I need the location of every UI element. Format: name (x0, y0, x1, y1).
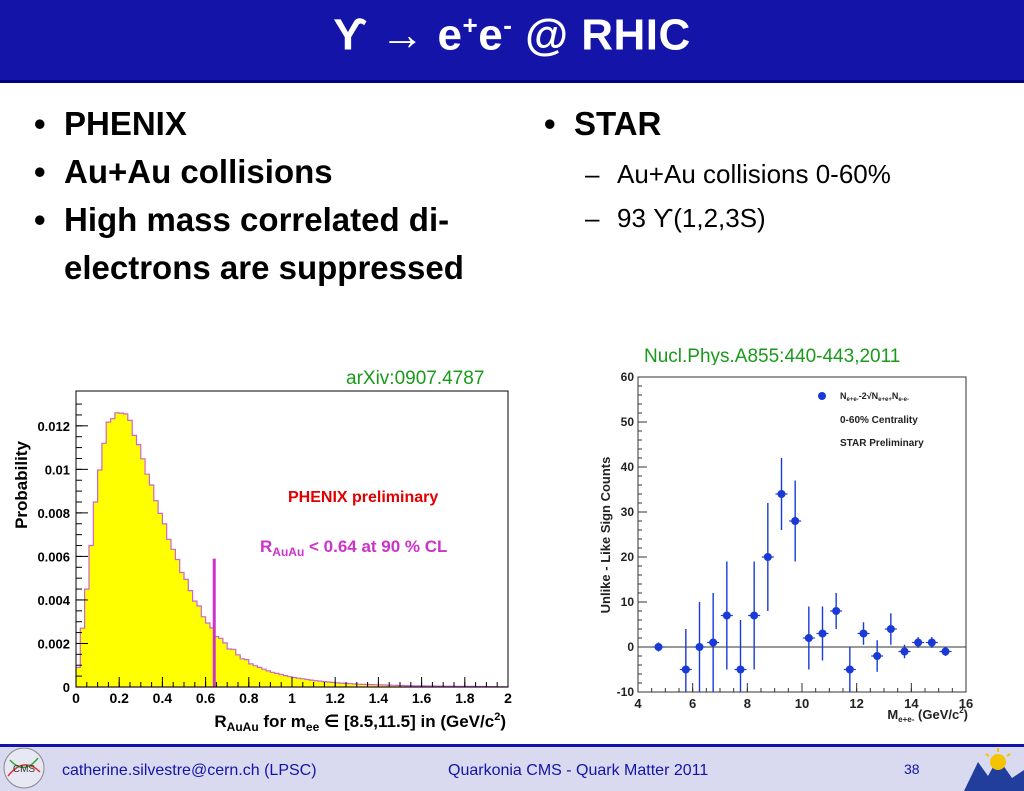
legend-centrality: 0-60% Centrality (840, 415, 918, 426)
slide-title: ϒ → e+e- @ RHIC (333, 10, 691, 60)
star-data-point (748, 561, 761, 670)
cms-logo-icon: CMS (3, 747, 45, 789)
phenix-x-tick-label: 1.2 (325, 690, 345, 706)
svg-text:CMS: CMS (13, 764, 36, 775)
phenix-y-tick-label: 0.004 (37, 593, 70, 608)
phenix-x-tick-label: 0.4 (153, 690, 173, 706)
star-y-tick-label: 0 (627, 640, 634, 654)
phenix-y-label: Probability (12, 441, 31, 529)
footer (0, 744, 1024, 791)
star-x-tick-label: 14 (904, 696, 919, 711)
phenix-histogram (75, 412, 509, 688)
right-bullet-list: STAR (538, 100, 998, 148)
phenix-limit-label: RAuAu < 0.64 at 90 % CL (260, 537, 447, 559)
star-data-point (734, 620, 747, 692)
qm-logo-icon (964, 748, 1024, 791)
star-sub-list: Au+Au collisions 0-60% 93 ϒ(1,2,3S) (585, 152, 891, 240)
star-x-label: Me+e- (GeV/c2) (887, 706, 968, 724)
star-data-point (761, 503, 774, 611)
star-data-point (816, 606, 829, 661)
phenix-x-tick-label: 0.6 (196, 690, 216, 706)
bullet-star: STAR (538, 100, 998, 148)
star-y-tick-label: 30 (621, 505, 635, 519)
phenix-y-tick-label: 0.006 (37, 549, 70, 564)
star-reference[interactable]: Nucl.Phys.A855:440-443,2011 (644, 346, 901, 367)
star-data-point (802, 606, 815, 670)
legend-formula: Ne+e--2√Ne+e+Ne-e- (840, 391, 909, 403)
phenix-preliminary-label: PHENIX preliminary (288, 489, 438, 506)
star-data-point (884, 613, 897, 645)
star-y-tick-label: -10 (617, 685, 635, 699)
star-data-point (898, 644, 911, 659)
phenix-x-label: RAuAu for mee ∈ [8.5,11.5] in (GeV/c2) (214, 711, 506, 734)
star-data-point (830, 593, 843, 629)
phenix-y-tick-label: 0.008 (37, 506, 70, 521)
footer-talk: Quarkonia CMS - Quark Matter 2011 (448, 762, 709, 779)
star-y-tick-label: 60 (621, 370, 635, 384)
star-x-tick-label: 8 (744, 696, 751, 711)
bullet-suppressed: High mass correlated di-electrons are su… (28, 196, 498, 292)
sub-item-upsilon-count: 93 ϒ(1,2,3S) (585, 196, 891, 240)
star-data-point (912, 637, 925, 648)
phenix-x-tick-label: 1.4 (369, 690, 389, 706)
star-data-point (857, 622, 870, 645)
phenix-x-tick-label: 1.8 (455, 690, 475, 706)
phenix-y-tick-label: 0.002 (37, 636, 70, 651)
footer-divider (0, 744, 1024, 747)
star-x-tick-label: 6 (689, 696, 696, 711)
star-data-point (720, 561, 733, 670)
legend-marker (818, 392, 826, 400)
phenix-reference[interactable]: arXiv:0907.4787 (346, 368, 485, 389)
star-data-point (693, 602, 706, 692)
star-data-point (679, 629, 692, 692)
star-y-tick-label: 10 (621, 595, 635, 609)
star-data-point (939, 647, 952, 656)
star-data-point (789, 480, 802, 562)
star-x-tick-label: 4 (634, 696, 642, 711)
phenix-x-tick-label: 0.2 (109, 690, 129, 706)
star-x-tick-label: 10 (795, 696, 809, 711)
star-x-tick-label: 12 (849, 696, 863, 711)
star-y-tick-label: 20 (621, 550, 635, 564)
star-data-point (652, 642, 665, 652)
star-data-point (925, 637, 938, 648)
star-y-tick-label: 50 (621, 415, 635, 429)
star-x-tick-label: 16 (959, 696, 973, 711)
star-y-tick-label: 40 (621, 460, 635, 474)
phenix-x-tick-label: 0 (72, 690, 80, 706)
star-data-point (843, 647, 856, 692)
phenix-y-tick-label: 0 (63, 680, 70, 695)
footer-author: catherine.silvestre@cern.ch (LPSC) (62, 762, 317, 779)
sub-item-auau: Au+Au collisions 0-60% (585, 152, 891, 196)
bullet-phenix: PHENIX (28, 100, 498, 148)
bullet-auau: Au+Au collisions (28, 148, 498, 196)
phenix-x-tick-label: 2 (504, 690, 512, 706)
phenix-x-tick-label: 1.6 (412, 690, 432, 706)
legend-preliminary: STAR Preliminary (840, 438, 924, 449)
title-bar (0, 0, 1024, 83)
phenix-y-tick-label: 0.01 (45, 462, 70, 477)
phenix-y-tick-label: 0.012 (37, 419, 70, 434)
star-data-point (707, 593, 720, 692)
footer-page: 38 (904, 761, 920, 777)
phenix-chart: 0 0.2 0.4 0.6 0.8 1 1.2 1.4 1.6 1.8 2 0 0.002 0.004 0.… (0, 385, 520, 740)
star-y-label: Unlike - Like Sign Counts (598, 457, 613, 614)
phenix-x-tick-label: 1 (288, 690, 296, 706)
star-data-point (775, 458, 788, 530)
left-bullet-list: PHENIX Au+Au collisions High mass correl… (28, 100, 498, 292)
star-chart: 4 6 8 10 12 14 16 -10 0 10 20 30 40 50 60 Unlike - Lik… (588, 365, 988, 740)
phenix-x-tick-label: 0.8 (239, 690, 259, 706)
star-data-point (871, 640, 884, 672)
star-legend: Ne+e--2√Ne+e+Ne-e- 0-60% Centrality STAR… (818, 391, 924, 449)
